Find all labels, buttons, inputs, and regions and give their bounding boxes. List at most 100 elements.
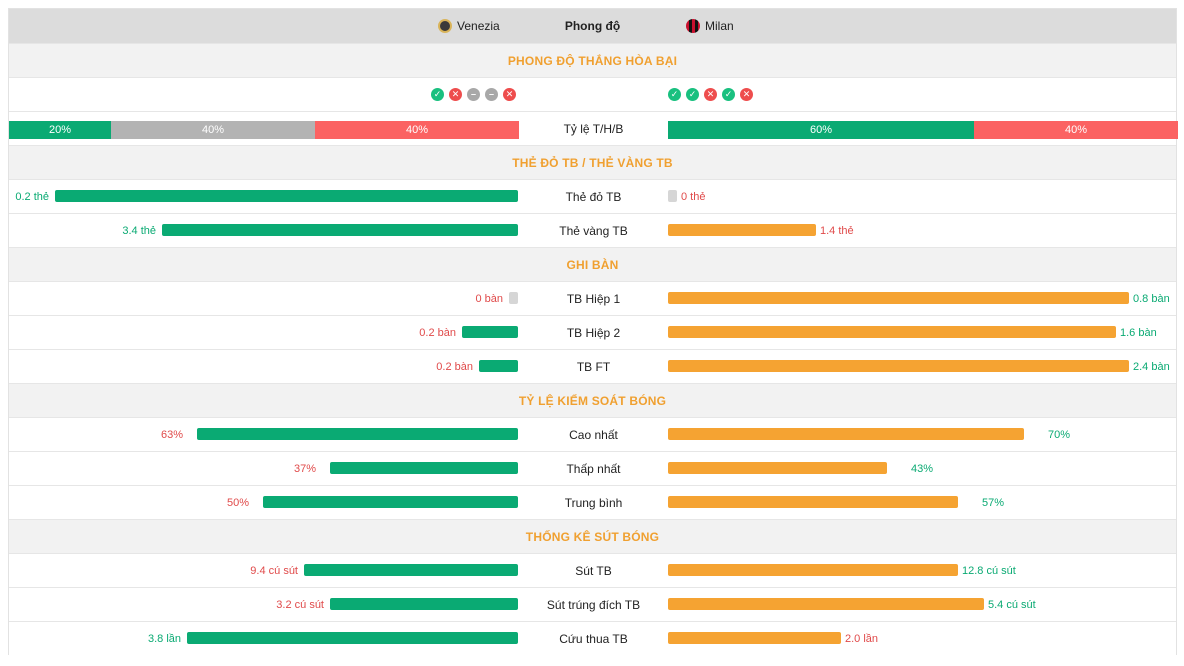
form-result-icon: ✕ bbox=[740, 88, 753, 101]
section-title: THỐNG KÊ SÚT BÓNG bbox=[9, 519, 1176, 553]
form-result-icon: – bbox=[467, 88, 480, 101]
away-stat-bar bbox=[668, 428, 1024, 440]
section-title: THẺ ĐỎ TB / THẺ VÀNG TB bbox=[9, 145, 1176, 179]
venezia-logo-icon bbox=[438, 19, 452, 33]
home-form-dots: ✓ ✕ – – ✕ bbox=[431, 78, 516, 111]
home-loss-segment: 40% bbox=[315, 121, 519, 139]
away-stat-value: 57% bbox=[982, 496, 1005, 509]
section-title: TỶ LỆ KIỂM SOÁT BÓNG bbox=[9, 383, 1176, 417]
home-team-name: Venezia bbox=[457, 19, 500, 33]
away-stat-value: 12.8 cú sút bbox=[962, 564, 1016, 577]
away-win-segment: 60% bbox=[668, 121, 974, 139]
home-stat-bar bbox=[330, 598, 518, 610]
away-stat-value: 70% bbox=[1048, 428, 1071, 441]
home-stat-bar bbox=[187, 632, 518, 644]
stat-row: 9.4 cú sút 12.8 cú sút Sút TB bbox=[9, 553, 1176, 587]
away-stat-bar bbox=[668, 224, 816, 236]
comparison-panel: Venezia Phong độ Milan PHONG ĐỘ THẮNG HÒ… bbox=[8, 8, 1178, 655]
away-stat-bar bbox=[668, 632, 841, 644]
form-result-icon: ✓ bbox=[431, 88, 444, 101]
away-stat-bar bbox=[668, 292, 1129, 304]
stat-label: Cứu thua TB bbox=[559, 631, 628, 646]
away-stat-value: 1.6 bàn bbox=[1120, 326, 1157, 339]
stat-row: 3.8 lần 2.0 lần Cứu thua TB bbox=[9, 621, 1176, 655]
away-stat-value: 2.4 bàn bbox=[1133, 360, 1170, 373]
home-stat-bar bbox=[263, 496, 518, 508]
away-team[interactable]: Milan bbox=[686, 9, 734, 43]
home-stat-value: 0.2 bàn bbox=[419, 326, 456, 339]
stat-label: TB FT bbox=[576, 359, 611, 374]
form-result-icon: – bbox=[485, 88, 498, 101]
stat-label: Thẻ đỏ TB bbox=[565, 189, 622, 204]
away-stat-value: 0.8 bàn bbox=[1133, 292, 1170, 305]
home-stat-value: 3.2 cú sút bbox=[276, 598, 324, 611]
home-stat-value: 63% bbox=[160, 428, 183, 441]
away-form-dots: ✓ ✓ ✕ ✓ ✕ bbox=[668, 78, 753, 111]
away-stat-value: 43% bbox=[911, 462, 934, 475]
stat-label: Thẻ vàng TB bbox=[559, 223, 628, 238]
form-result-icon: ✕ bbox=[503, 88, 516, 101]
stat-row: 37% 43% Thấp nhất bbox=[9, 451, 1176, 485]
form-result-icon: ✓ bbox=[722, 88, 735, 101]
form-result-icon: ✕ bbox=[704, 88, 717, 101]
stat-row: 63% 70% Cao nhất bbox=[9, 417, 1176, 451]
away-stat-value: 1.4 thẻ bbox=[820, 224, 854, 237]
form-results-row: ✓ ✕ – – ✕ ✓ ✓ ✕ ✓ ✕ bbox=[9, 77, 1176, 111]
stat-row: 0.2 bàn 1.6 bàn TB Hiệp 2 bbox=[9, 315, 1176, 349]
home-stat-bar bbox=[330, 462, 518, 474]
home-stat-bar bbox=[55, 190, 518, 202]
home-stat-bar bbox=[462, 326, 518, 338]
away-stat-bar bbox=[668, 326, 1116, 338]
away-stat-bar bbox=[668, 496, 958, 508]
milan-logo-icon bbox=[686, 19, 700, 33]
header-title: Phong độ bbox=[564, 19, 621, 33]
away-stat-bar bbox=[668, 462, 887, 474]
stat-row: 0 bàn 0.8 bàn TB Hiệp 1 bbox=[9, 281, 1176, 315]
stat-label: Sút TB bbox=[575, 563, 612, 578]
away-stat-bar bbox=[668, 190, 677, 202]
away-stat-value: 2.0 lần bbox=[845, 632, 879, 645]
home-stat-value: 9.4 cú sút bbox=[250, 564, 298, 577]
stat-label: Trung bình bbox=[564, 495, 623, 510]
header-bar: Venezia Phong độ Milan bbox=[9, 9, 1176, 43]
away-stat-value: 5.4 cú sút bbox=[988, 598, 1036, 611]
stat-label: Thấp nhất bbox=[566, 461, 621, 476]
home-stat-bar bbox=[509, 292, 518, 304]
home-win-segment: 20% bbox=[9, 121, 111, 139]
away-loss-segment: 40% bbox=[974, 121, 1178, 139]
stat-row: 50% 57% Trung bình bbox=[9, 485, 1176, 519]
home-draw-segment: 40% bbox=[111, 121, 315, 139]
home-stat-value: 0.2 thẻ bbox=[15, 190, 49, 203]
home-stat-bar bbox=[162, 224, 518, 236]
away-stat-bar bbox=[668, 598, 984, 610]
stat-label: Cao nhất bbox=[569, 427, 618, 442]
stat-label: Sút trúng đích TB bbox=[546, 597, 641, 612]
away-team-name: Milan bbox=[705, 19, 734, 33]
stat-label: TB Hiệp 2 bbox=[566, 325, 621, 340]
away-stat-bar bbox=[668, 360, 1129, 372]
stat-row: 3.2 cú sút 5.4 cú sút Sút trúng đích TB bbox=[9, 587, 1176, 621]
home-team[interactable]: Venezia bbox=[438, 9, 500, 43]
away-stat-bar bbox=[668, 564, 958, 576]
form-result-icon: ✕ bbox=[449, 88, 462, 101]
home-stat-value: 37% bbox=[293, 462, 316, 475]
home-stat-value: 0.2 bàn bbox=[436, 360, 473, 373]
section-title: GHI BÀN bbox=[9, 247, 1176, 281]
away-stat-value: 0 thẻ bbox=[681, 190, 706, 203]
home-stat-value: 0 bàn bbox=[475, 292, 503, 305]
home-stat-value: 50% bbox=[226, 496, 249, 509]
form-ratio-row: 20% 40% 40% 60% 40% Tỷ lệ T/H/B bbox=[9, 111, 1178, 145]
stat-label: Tỷ lệ T/H/B bbox=[563, 121, 624, 136]
form-result-icon: ✓ bbox=[668, 88, 681, 101]
home-stat-value: 3.4 thẻ bbox=[122, 224, 156, 237]
stat-label: TB Hiệp 1 bbox=[566, 291, 621, 306]
stat-row: 0.2 bàn 2.4 bàn TB FT bbox=[9, 349, 1176, 383]
home-stat-bar bbox=[197, 428, 518, 440]
stat-row: 3.4 thẻ 1.4 thẻ Thẻ vàng TB bbox=[9, 213, 1176, 247]
home-stat-bar bbox=[479, 360, 518, 372]
section-title: PHONG ĐỘ THẮNG HÒA BẠI bbox=[9, 43, 1176, 77]
home-stat-bar bbox=[304, 564, 518, 576]
stat-row: 0.2 thẻ 0 thẻ Thẻ đỏ TB bbox=[9, 179, 1176, 213]
home-stat-value: 3.8 lần bbox=[147, 632, 181, 645]
form-result-icon: ✓ bbox=[686, 88, 699, 101]
